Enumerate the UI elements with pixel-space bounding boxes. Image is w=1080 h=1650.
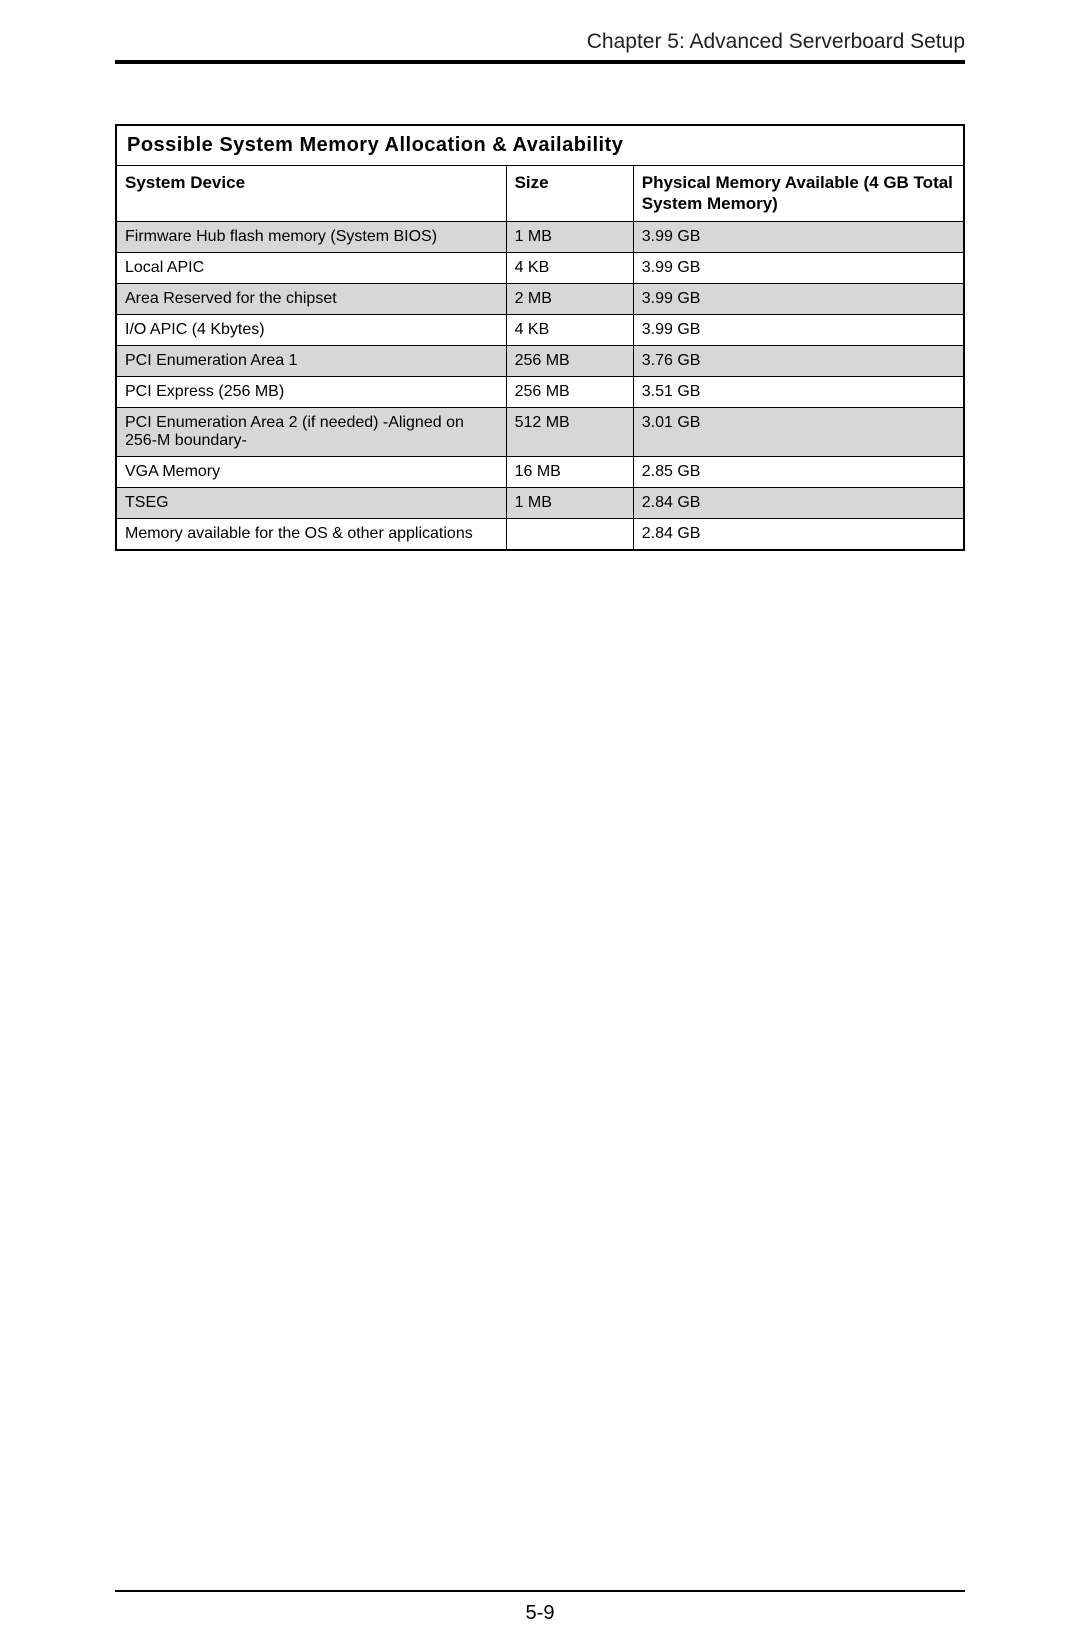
- cell-size: 4 KB: [506, 252, 633, 283]
- cell-device: PCI Enumeration Area 2 (if needed) -Alig…: [116, 407, 506, 456]
- table-row: PCI Express (256 MB)256 MB3.51 GB: [116, 376, 964, 407]
- chapter-header: Chapter 5: Advanced Serverboard Setup: [115, 30, 965, 60]
- table-title: Possible System Memory Allocation & Avai…: [116, 125, 964, 166]
- cell-avail: 3.99 GB: [633, 252, 964, 283]
- cell-size: 256 MB: [506, 376, 633, 407]
- cell-device: TSEG: [116, 487, 506, 518]
- cell-size: 1 MB: [506, 221, 633, 252]
- cell-avail: 2.84 GB: [633, 487, 964, 518]
- footer: 5-9: [115, 1590, 965, 1625]
- cell-avail: 3.01 GB: [633, 407, 964, 456]
- table-row: PCI Enumeration Area 2 (if needed) -Alig…: [116, 407, 964, 456]
- cell-avail: 2.85 GB: [633, 456, 964, 487]
- cell-avail: 3.99 GB: [633, 221, 964, 252]
- memory-table: Possible System Memory Allocation & Avai…: [115, 124, 965, 551]
- col-header-avail: Physical Memory Available (4 GB Total Sy…: [633, 166, 964, 222]
- table-header-row: System Device Size Physical Memory Avail…: [116, 166, 964, 222]
- cell-device: VGA Memory: [116, 456, 506, 487]
- header-rule: [115, 60, 965, 64]
- page-number: 5-9: [115, 1602, 965, 1625]
- table-row: TSEG1 MB2.84 GB: [116, 487, 964, 518]
- cell-device: PCI Enumeration Area 1: [116, 345, 506, 376]
- cell-avail: 2.84 GB: [633, 518, 964, 550]
- cell-avail: 3.76 GB: [633, 345, 964, 376]
- table-row: PCI Enumeration Area 1256 MB3.76 GB: [116, 345, 964, 376]
- col-header-device: System Device: [116, 166, 506, 222]
- table-row: VGA Memory16 MB2.85 GB: [116, 456, 964, 487]
- table-row: Memory available for the OS & other appl…: [116, 518, 964, 550]
- cell-size: [506, 518, 633, 550]
- col-header-size: Size: [506, 166, 633, 222]
- table-row: Firmware Hub flash memory (System BIOS)1…: [116, 221, 964, 252]
- table-title-row: Possible System Memory Allocation & Avai…: [116, 125, 964, 166]
- cell-avail: 3.51 GB: [633, 376, 964, 407]
- memory-table-body: Possible System Memory Allocation & Avai…: [116, 125, 964, 550]
- cell-device: I/O APIC (4 Kbytes): [116, 314, 506, 345]
- cell-device: Memory available for the OS & other appl…: [116, 518, 506, 550]
- cell-avail: 3.99 GB: [633, 314, 964, 345]
- cell-size: 512 MB: [506, 407, 633, 456]
- footer-rule: [115, 1590, 965, 1592]
- cell-device: Firmware Hub flash memory (System BIOS): [116, 221, 506, 252]
- cell-avail: 3.99 GB: [633, 283, 964, 314]
- cell-size: 4 KB: [506, 314, 633, 345]
- cell-device: PCI Express (256 MB): [116, 376, 506, 407]
- table-row: Area Reserved for the chipset2 MB3.99 GB: [116, 283, 964, 314]
- cell-size: 2 MB: [506, 283, 633, 314]
- page: Chapter 5: Advanced Serverboard Setup Po…: [0, 0, 1080, 1650]
- cell-size: 16 MB: [506, 456, 633, 487]
- cell-size: 256 MB: [506, 345, 633, 376]
- table-row: Local APIC4 KB3.99 GB: [116, 252, 964, 283]
- cell-device: Area Reserved for the chipset: [116, 283, 506, 314]
- table-row: I/O APIC (4 Kbytes)4 KB3.99 GB: [116, 314, 964, 345]
- cell-device: Local APIC: [116, 252, 506, 283]
- cell-size: 1 MB: [506, 487, 633, 518]
